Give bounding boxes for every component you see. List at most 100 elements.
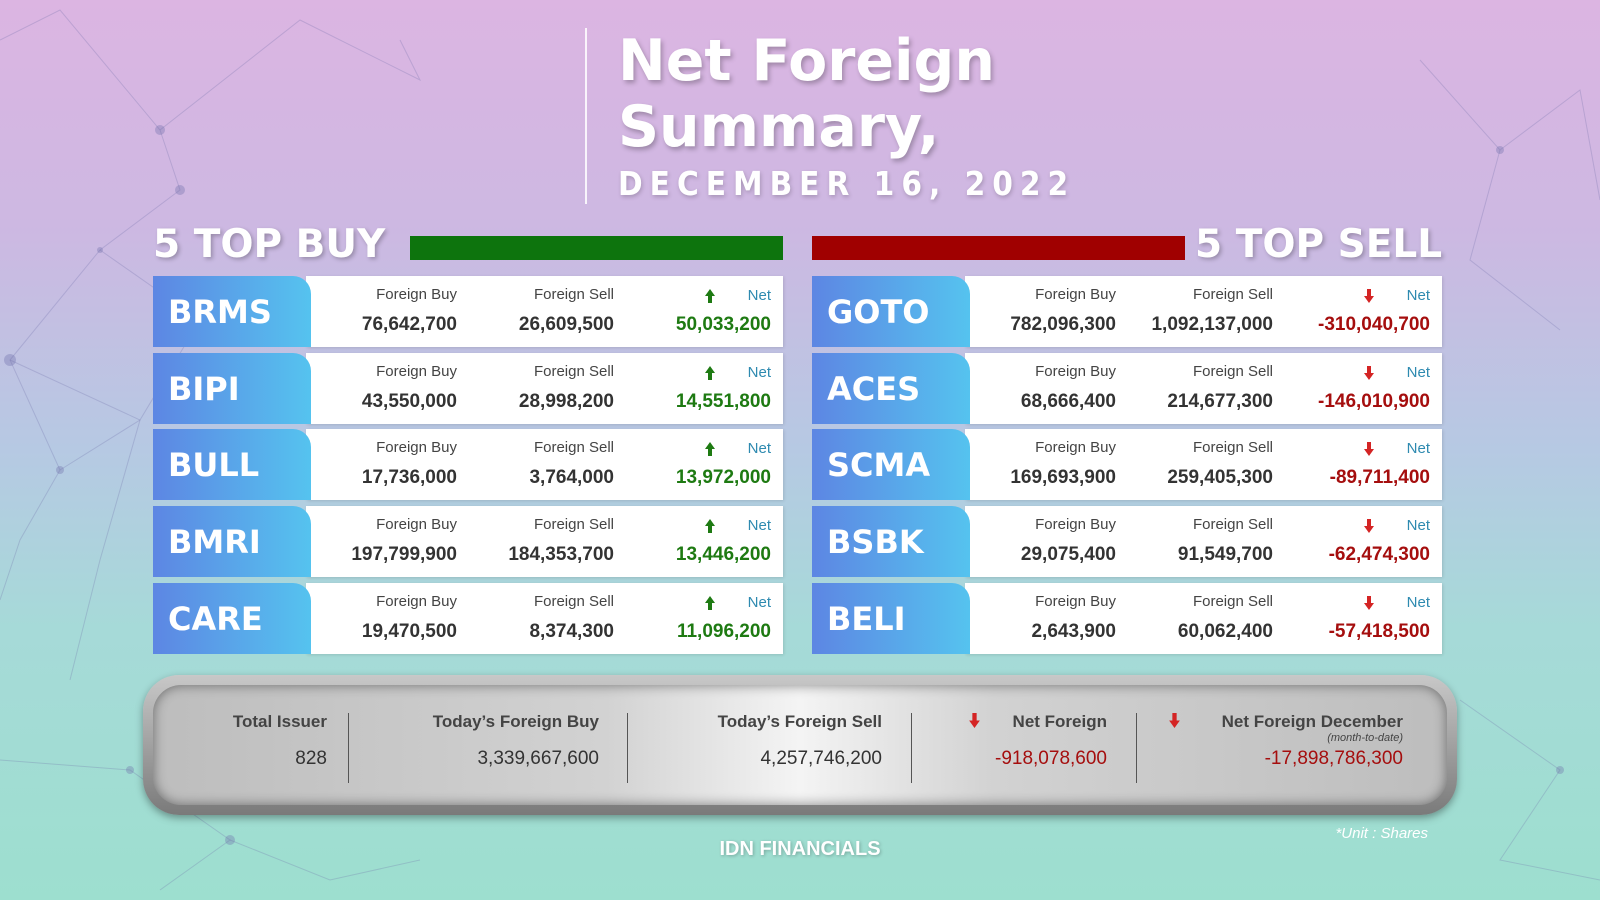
summary-total-issuer: Total Issuer 828 — [167, 685, 327, 805]
net-cell: Net 13,972,000 — [631, 429, 771, 500]
row-values: Foreign Buy 76,642,700 Foreign Sell 26,609,… — [306, 276, 783, 347]
summary-divider — [1136, 713, 1137, 783]
top-sell-heading: 5 TOP SELL — [1195, 222, 1443, 267]
net-value: -57,418,500 — [1328, 621, 1430, 642]
foreign-sell-value: 26,609,500 — [518, 314, 614, 335]
foreign-sell-value: 60,062,400 — [1177, 621, 1273, 642]
net-label: Net — [747, 594, 771, 611]
net-value: -310,040,700 — [1318, 314, 1430, 335]
title-block: Net Foreign Summary, DECEMBER 16, 2022 — [585, 28, 1075, 204]
foreign-sell-label: Foreign Sell — [1192, 516, 1273, 533]
foreign-buy-value: 3,339,667,600 — [477, 748, 599, 769]
ticker-label: BRMS — [153, 276, 311, 347]
foreign-buy-cell: Foreign Buy 197,799,900 — [297, 506, 457, 577]
ticker-label: BMRI — [153, 506, 311, 577]
summary-net-foreign: Net Foreign -918,078,600 — [907, 685, 1107, 805]
net-cell: Net -57,418,500 — [1290, 583, 1430, 654]
top-sell-row: BSBK Foreign Buy 29,075,400 Foreign Sell 91,… — [812, 506, 1442, 577]
top-buy-row: CARE Foreign Buy 19,470,500 Foreign Sell 8,3… — [153, 583, 783, 654]
net-label: Net — [747, 287, 771, 304]
top-sell-bar — [812, 236, 1185, 260]
foreign-buy-value: 169,693,900 — [1010, 467, 1116, 488]
row-values: Foreign Buy 197,799,900 Foreign Sell 184,35… — [306, 506, 783, 577]
foreign-buy-value: 76,642,700 — [361, 314, 457, 335]
brand-name: IDN FINANCIALS — [719, 838, 881, 860]
top-buy-bar — [410, 236, 783, 260]
net-cell: Net 13,446,200 — [631, 506, 771, 577]
foreign-sell-label: Foreign Sell — [533, 439, 614, 456]
ticker-label: BELI — [812, 583, 970, 654]
ticker-label: BIPI — [153, 353, 311, 424]
foreign-sell-cell: Foreign Sell 184,353,700 — [454, 506, 614, 577]
ticker-label: CARE — [153, 583, 311, 654]
summary-divider — [348, 713, 349, 783]
unit-note: *Unit : Shares — [1335, 825, 1428, 842]
summary-divider — [911, 713, 912, 783]
foreign-sell-label: Foreign Sell — [1192, 286, 1273, 303]
foreign-buy-label: Foreign Buy — [376, 516, 457, 533]
net-cell: Net 50,033,200 — [631, 276, 771, 347]
up-arrow-icon — [705, 289, 715, 303]
net-value: 50,033,200 — [675, 314, 771, 335]
foreign-buy-cell: Foreign Buy 29,075,400 — [956, 506, 1116, 577]
foreign-buy-value: 29,075,400 — [1020, 544, 1116, 565]
foreign-buy-label: Today’s Foreign Buy — [432, 712, 599, 731]
net-label: Net — [1406, 517, 1430, 534]
row-values: Foreign Buy 19,470,500 Foreign Sell 8,374,3… — [306, 583, 783, 654]
net-label: Net — [1406, 364, 1430, 381]
down-arrow-icon — [1364, 366, 1374, 380]
foreign-sell-value: 4,257,746,200 — [760, 748, 882, 769]
foreign-buy-value: 17,736,000 — [361, 467, 457, 488]
month-to-date-note: (month-to-date) — [1327, 732, 1403, 744]
top-sell-row: BELI Foreign Buy 2,643,900 Foreign Sell 60,0… — [812, 583, 1442, 654]
foreign-sell-value: 91,549,700 — [1177, 544, 1273, 565]
foreign-buy-value: 68,666,400 — [1020, 391, 1116, 412]
foreign-buy-cell: Foreign Buy 68,666,400 — [956, 353, 1116, 424]
foreign-sell-label: Foreign Sell — [533, 286, 614, 303]
net-cell: Net -310,040,700 — [1290, 276, 1430, 347]
foreign-buy-value: 43,550,000 — [361, 391, 457, 412]
up-arrow-icon — [705, 519, 715, 533]
net-label: Net — [1406, 594, 1430, 611]
net-value: 13,446,200 — [675, 544, 771, 565]
top-sell-row: ACES Foreign Buy 68,666,400 Foreign Sell 214… — [812, 353, 1442, 424]
row-values: Foreign Buy 43,550,000 Foreign Sell 28,998,… — [306, 353, 783, 424]
up-arrow-icon — [705, 442, 715, 456]
foreign-sell-cell: Foreign Sell 8,374,300 — [454, 583, 614, 654]
top-sell-row: GOTO Foreign Buy 782,096,300 Foreign Sell 1,… — [812, 276, 1442, 347]
net-cell: Net 11,096,200 — [631, 583, 771, 654]
foreign-sell-label: Foreign Sell — [1192, 439, 1273, 456]
foreign-buy-label: Foreign Buy — [1035, 363, 1116, 380]
foreign-sell-cell: Foreign Sell 214,677,300 — [1113, 353, 1273, 424]
net-cell: Net 14,551,800 — [631, 353, 771, 424]
summary-foreign-buy: Today’s Foreign Buy 3,339,667,600 — [359, 685, 599, 805]
foreign-sell-value: 8,374,300 — [529, 621, 614, 642]
row-values: Foreign Buy 782,096,300 Foreign Sell 1,092,… — [965, 276, 1442, 347]
foreign-sell-label: Foreign Sell — [1192, 593, 1273, 610]
net-value: -89,711,400 — [1329, 467, 1430, 488]
summary-foreign-sell: Today’s Foreign Sell 4,257,746,200 — [642, 685, 882, 805]
row-values: Foreign Buy 2,643,900 Foreign Sell 60,062,4… — [965, 583, 1442, 654]
net-label: Net — [747, 364, 771, 381]
net-label: Net — [747, 440, 771, 457]
net-value: 11,096,200 — [676, 621, 771, 642]
net-label: Net — [1406, 440, 1430, 457]
ticker-label: SCMA — [812, 429, 970, 500]
net-value: 14,551,800 — [675, 391, 771, 412]
top-buy-row: BRMS Foreign Buy 76,642,700 Foreign Sell 26,… — [153, 276, 783, 347]
foreign-buy-label: Foreign Buy — [376, 439, 457, 456]
net-foreign-december-label: Net Foreign December — [1221, 712, 1403, 731]
foreign-buy-label: Foreign Buy — [376, 593, 457, 610]
foreign-sell-label: Foreign Sell — [1192, 363, 1273, 380]
top-buy-row: BULL Foreign Buy 17,736,000 Foreign Sell 3,7… — [153, 429, 783, 500]
foreign-sell-value: 1,092,137,000 — [1151, 314, 1273, 335]
row-values: Foreign Buy 17,736,000 Foreign Sell 3,764,0… — [306, 429, 783, 500]
net-foreign-value: -918,078,600 — [995, 748, 1107, 769]
foreign-buy-value: 2,643,900 — [1031, 621, 1116, 642]
total-issuer-label: Total Issuer — [232, 712, 327, 731]
row-values: Foreign Buy 169,693,900 Foreign Sell 259,40… — [965, 429, 1442, 500]
foreign-buy-label: Foreign Buy — [1035, 439, 1116, 456]
report-date: DECEMBER 16, 2022 — [618, 164, 1076, 203]
top-buy-row: BIPI Foreign Buy 43,550,000 Foreign Sell 28,… — [153, 353, 783, 424]
